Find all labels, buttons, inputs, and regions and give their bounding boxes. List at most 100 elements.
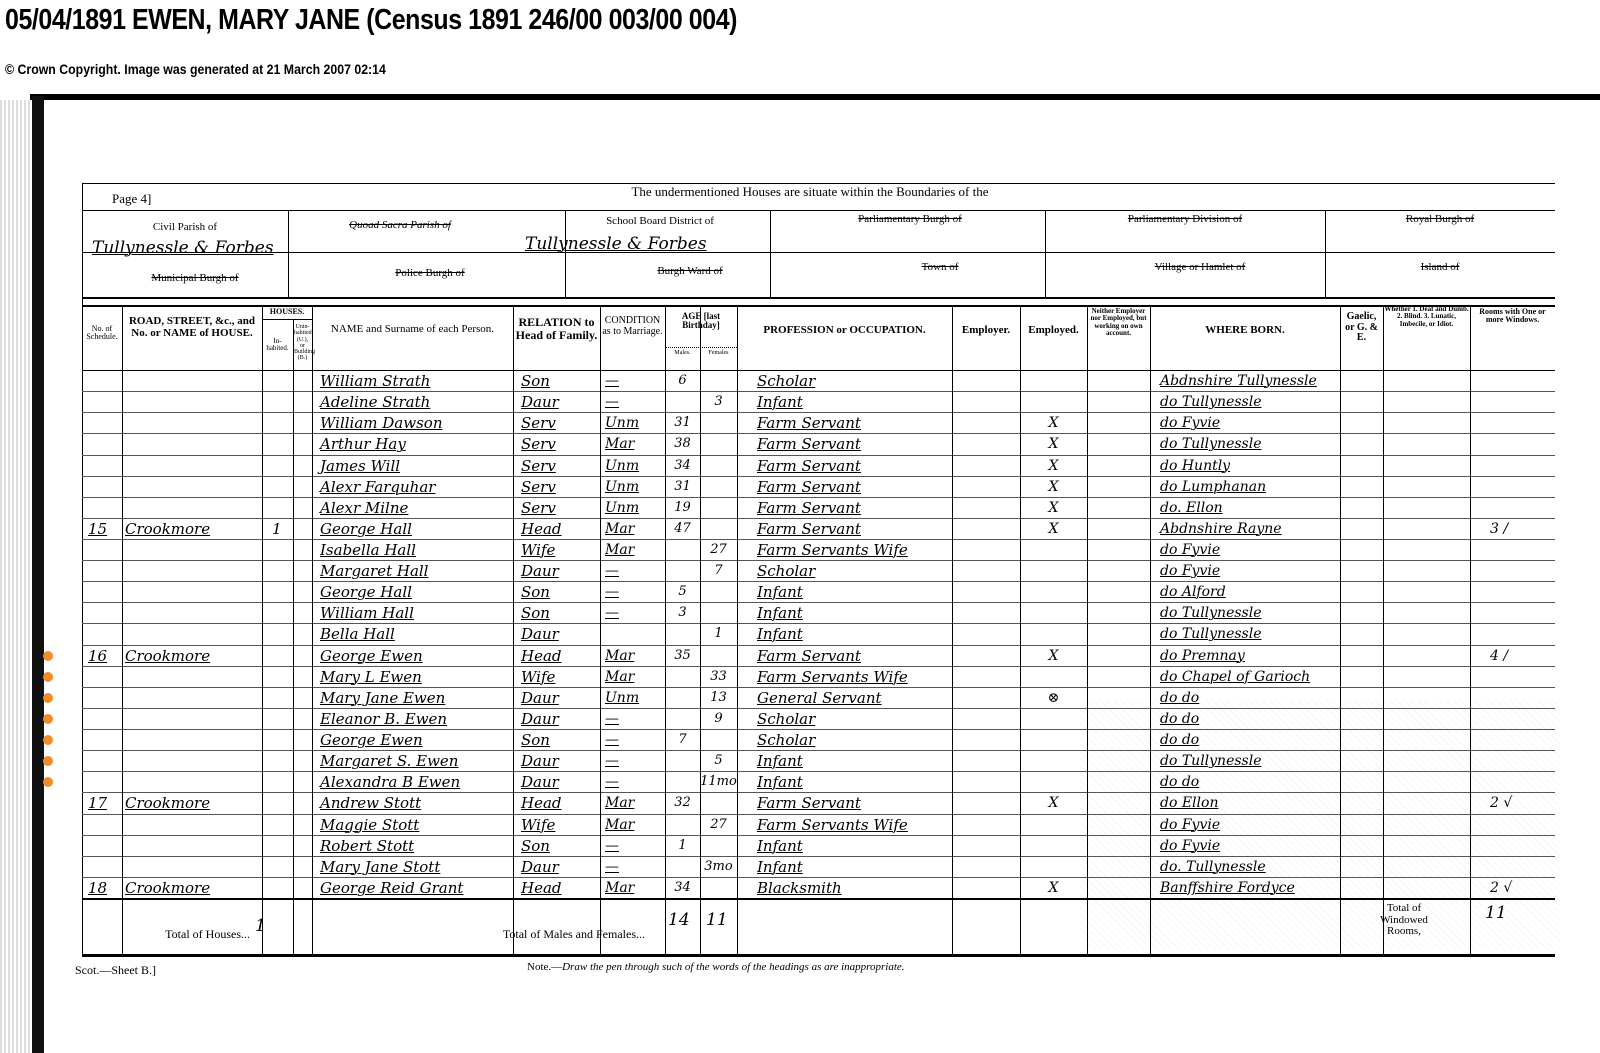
cell-relation: Head xyxy=(521,646,562,665)
cell-where-born: Banffshire Fordyce xyxy=(1160,879,1295,896)
cell-where-born: do Fyvie xyxy=(1160,415,1221,432)
total-houses-value: 1 xyxy=(255,916,266,936)
cell-where-born: Abdnshire Tullynessle xyxy=(1160,373,1317,389)
cell-condition: — xyxy=(605,563,619,580)
cell-where-born: do do xyxy=(1160,732,1200,748)
cell-name: Alexandra B Ewen xyxy=(320,773,461,792)
cell-females: 11mo xyxy=(700,774,737,790)
island-label: Island of xyxy=(1420,261,1460,273)
school-board-label: School Board District of xyxy=(606,215,714,227)
cell-condition: — xyxy=(605,710,619,727)
cell-occupation: Scholar xyxy=(757,372,816,390)
cell-where-born: do Premnay xyxy=(1160,647,1245,664)
cell-employed: ⊗ xyxy=(1047,689,1060,706)
cell-condition: — xyxy=(605,732,619,748)
cell-where-born: do Tullynessle xyxy=(1160,436,1262,453)
cell-relation: Son xyxy=(521,583,550,602)
cell-occupation: Infant xyxy=(757,857,803,876)
cell-occupation: Infant xyxy=(757,752,803,771)
cell-employed: X xyxy=(1048,457,1059,474)
cell-males: 7 xyxy=(678,732,687,747)
cell-occupation: Farm Servant xyxy=(757,456,861,475)
cell-where-born: do Tullynessle xyxy=(1160,626,1262,643)
cell-relation: Daur xyxy=(521,688,559,707)
cell-relation: Daur xyxy=(521,625,559,644)
cell-relation: Serv xyxy=(521,456,556,475)
copyright-notice: © Crown Copyright. Image was generated a… xyxy=(5,61,386,77)
cell-condition: — xyxy=(605,584,619,601)
cell-name: Alexr Milne xyxy=(320,498,409,517)
cell-name: Robert Stott xyxy=(320,836,415,855)
cell-relation: Serv xyxy=(521,414,556,433)
row-marker-dot xyxy=(43,756,53,767)
cell-name: George Ewen xyxy=(320,646,423,665)
school-board-value: Tullynessle & Forbes xyxy=(525,234,707,254)
cell-relation: Son xyxy=(521,731,550,749)
cell-relation: Daur xyxy=(521,773,559,792)
scan-border-left xyxy=(32,96,44,1053)
cell-condition: Unm xyxy=(605,415,640,432)
cell-where-born: do Lumphanan xyxy=(1160,478,1267,495)
scan-noise xyxy=(1080,700,1560,950)
cell-where-born: do. Ellon xyxy=(1160,499,1223,516)
cell-females: 3mo xyxy=(704,858,733,874)
total-rooms-label: Total of Windowed Rooms, xyxy=(1380,902,1428,938)
parliamentary-burgh-label: Parliamentary Burgh of xyxy=(858,213,962,225)
cell-females: 5 xyxy=(714,753,723,769)
column-header-neither: Neither Employer nor Employed, but worki… xyxy=(1090,307,1147,338)
cell-females: 27 xyxy=(710,542,727,557)
police-burgh-label: Police Burgh of xyxy=(395,267,465,279)
scan-edge xyxy=(0,100,30,1053)
column-header-houses: HOUSES. xyxy=(269,307,305,316)
cell-name: Bella Hall xyxy=(320,625,395,644)
cell-relation: Serv xyxy=(521,435,556,454)
cell-relation: Serv xyxy=(521,498,556,517)
cell-occupation: Infant xyxy=(757,773,803,792)
cell-name: Mary L Ewen xyxy=(320,667,422,686)
cell-males: 32 xyxy=(674,795,691,811)
column-header-females: Females xyxy=(708,350,729,356)
cell-condition: Mar xyxy=(605,816,635,833)
column-header-age: AGE [last Birthday] xyxy=(681,311,721,331)
cell-occupation: Farm Servants Wife xyxy=(757,667,908,686)
cell-males: 35 xyxy=(674,647,691,663)
footer-note: Note.—Draw the pen through such of the w… xyxy=(527,961,905,973)
cell-condition: Mar xyxy=(605,520,635,537)
cell-schedule: 17 xyxy=(88,794,108,813)
cell-rooms: 3 / xyxy=(1490,520,1509,537)
cell-name: William Strath xyxy=(320,372,431,390)
cell-occupation: Scholar xyxy=(757,709,816,728)
cell-occupation: Infant xyxy=(757,604,803,623)
cell-females: 1 xyxy=(714,626,723,642)
cell-relation: Daur xyxy=(521,562,559,581)
cell-where-born: do Alford xyxy=(1160,584,1226,601)
cell-condition: — xyxy=(605,373,619,389)
cell-males: 1 xyxy=(678,837,687,853)
cell-condition: — xyxy=(605,858,619,875)
cell-condition: Mar xyxy=(605,668,635,685)
cell-name: William Dawson xyxy=(320,414,443,433)
cell-employed: X xyxy=(1048,879,1059,896)
cell-where-born: do do xyxy=(1160,774,1200,791)
cell-house: Crookmore xyxy=(125,646,211,665)
cell-employed: X xyxy=(1048,415,1059,432)
column-header-employed: Employed. xyxy=(1028,324,1079,336)
cell-occupation: Scholar xyxy=(757,731,816,749)
column-header-name: NAME and Surname of each Person. xyxy=(330,323,495,335)
cell-relation: Head xyxy=(521,878,562,897)
cell-condition: Unm xyxy=(605,499,640,516)
census-form xyxy=(82,183,1555,955)
cell-occupation: Farm Servant xyxy=(757,414,861,433)
cell-occupation: Farm Servant xyxy=(757,794,861,813)
cell-occupation: Farm Servants Wife xyxy=(757,815,908,834)
cell-employed: X xyxy=(1048,436,1059,453)
burgh-ward-label: Burgh Ward of xyxy=(657,265,723,277)
column-header-males: Males. xyxy=(674,350,691,356)
boundaries-heading: The undermentioned Houses are situate wi… xyxy=(631,184,989,199)
column-header-whether: Whether 1. Deaf and Dumb. 2. Blind. 3. L… xyxy=(1384,305,1469,328)
cell-females: 13 xyxy=(710,689,727,705)
cell-occupation: Farm Servant xyxy=(757,435,861,454)
cell-where-born: do Tullynessle xyxy=(1160,753,1262,770)
cell-where-born: do do xyxy=(1160,710,1200,727)
cell-where-born: do Fyvie xyxy=(1160,816,1221,833)
